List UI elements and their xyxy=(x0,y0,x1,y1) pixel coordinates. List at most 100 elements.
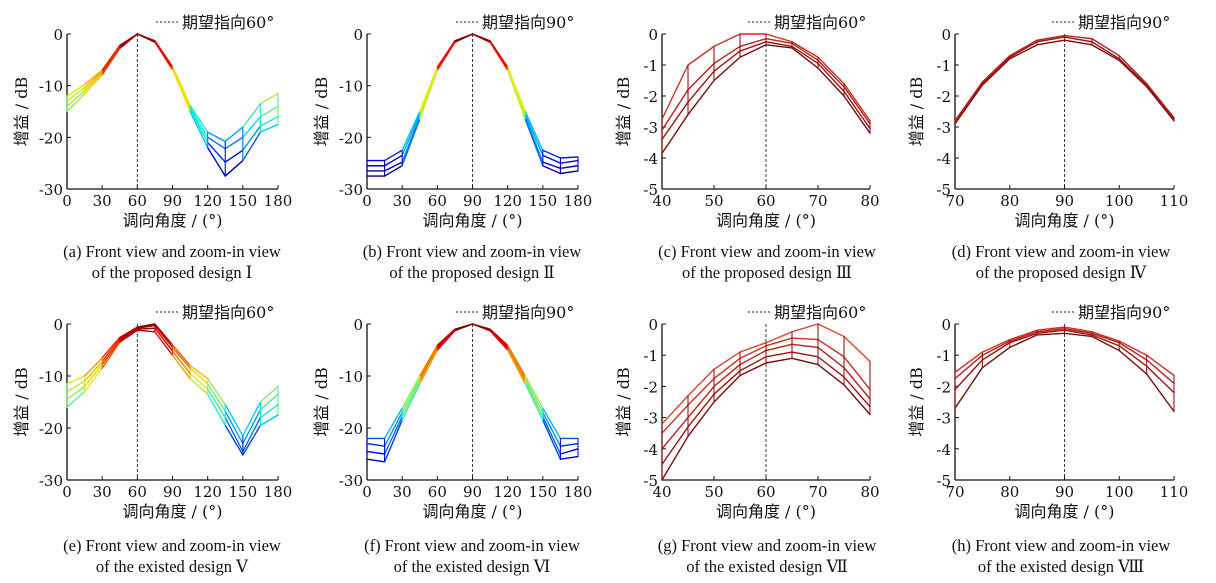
series-segment xyxy=(687,79,715,116)
series-segment xyxy=(454,33,474,42)
series-segment xyxy=(401,375,421,409)
legend-label: 期望指向60° xyxy=(182,13,274,32)
series-segment xyxy=(171,346,191,369)
series-segment xyxy=(1009,41,1038,58)
y-axis-label: 增益 / dB xyxy=(907,367,926,437)
y-tick-label: -3 xyxy=(936,119,951,137)
envelope-connectors xyxy=(954,327,1175,412)
y-tick-label: -20 xyxy=(39,129,63,147)
series-segment xyxy=(1091,334,1120,347)
series-segment xyxy=(843,335,871,363)
series-segment xyxy=(1145,84,1175,120)
x-tick-label: 110 xyxy=(1160,192,1189,210)
x-tick-label: 180 xyxy=(564,192,593,210)
x-tick-label: 60 xyxy=(128,483,147,501)
series-segment xyxy=(661,395,689,425)
x-tick-label: 0 xyxy=(62,483,72,501)
series-segment xyxy=(524,110,544,151)
series-segment xyxy=(542,165,562,175)
chart-panel-c: 40 50 60 70 80 0 -1 -2 -3 -4 -5 调向角度 / (°) 增益 / dB 期望… xyxy=(614,13,880,230)
series-segment xyxy=(506,346,526,380)
series-segment xyxy=(119,328,139,342)
series-segment xyxy=(954,354,984,380)
y-tick-label: -20 xyxy=(339,420,363,438)
series-segment xyxy=(1145,359,1175,384)
series-segment xyxy=(954,366,984,409)
series-segment xyxy=(1145,85,1175,122)
series-segment xyxy=(189,108,209,144)
legend-label: 期望指向60° xyxy=(182,303,274,322)
series-segment xyxy=(136,33,156,42)
series-5 xyxy=(661,323,871,425)
chart-panel-e: 0 30 60 90 120 150 180 0 -10 -20 -30 调向角度 / (°) 增益 /… xyxy=(12,303,292,521)
series-segment xyxy=(739,342,767,353)
series-segment xyxy=(713,370,741,395)
series-segment xyxy=(83,357,103,377)
x-tick-label: 0 xyxy=(62,192,72,210)
series-segment xyxy=(559,156,579,159)
series-segment xyxy=(506,347,526,382)
x-tick-label: 120 xyxy=(193,483,222,501)
x-axis-label: 调向角度 / (°) xyxy=(1014,502,1114,521)
series-segment xyxy=(224,410,244,445)
series-segment xyxy=(154,323,174,346)
x-tick-label: 110 xyxy=(1160,483,1189,501)
y-tick-label: -4 xyxy=(936,441,951,459)
series-segment xyxy=(66,385,86,401)
y-tick-label: -1 xyxy=(936,347,951,365)
series-segment xyxy=(559,170,579,175)
series-segment xyxy=(791,357,819,366)
x-axis-label: 调向角度 / (°) xyxy=(422,211,522,230)
series-segment xyxy=(66,83,86,97)
x-tick-label: 90 xyxy=(463,192,482,210)
series-segment xyxy=(661,435,689,481)
series-segment xyxy=(506,344,526,377)
series-4 xyxy=(366,33,579,162)
series-segment xyxy=(524,375,544,409)
x-tick-label: 80 xyxy=(860,192,879,210)
series-segment xyxy=(1091,332,1120,344)
series-segment xyxy=(1145,365,1175,394)
envelope-connectors xyxy=(366,329,579,462)
series-segment xyxy=(471,33,491,42)
x-tick-label: 100 xyxy=(1105,192,1134,210)
series-segment xyxy=(366,458,386,463)
series-segment xyxy=(1118,342,1148,361)
y-tick-label: -4 xyxy=(643,150,658,168)
caption-h: (h) Front view and zoom-in view of the e… xyxy=(911,535,1211,577)
series-segment xyxy=(765,37,793,44)
series-2 xyxy=(661,41,871,141)
series-segment xyxy=(559,455,579,460)
y-tick-label: 0 xyxy=(353,316,363,334)
series-segment xyxy=(765,33,793,43)
series-segment xyxy=(765,351,793,358)
series-segment xyxy=(1063,36,1093,43)
series-segment xyxy=(843,90,871,130)
series-segment xyxy=(981,58,1011,86)
x-tick-label: 30 xyxy=(393,483,412,501)
series-segment xyxy=(559,159,579,164)
caption-c-line1: (c) Front view and zoom-in view xyxy=(658,242,876,261)
x-tick-label: 180 xyxy=(264,483,293,501)
series-segment xyxy=(791,47,819,69)
series-segment xyxy=(817,338,845,358)
chart-panel-b: 0 30 60 90 120 150 180 0 -10 -20 -30 调向角度 / (°) 增益 /… xyxy=(312,13,592,230)
y-tick-label: -3 xyxy=(643,119,658,137)
series-segment xyxy=(713,357,741,380)
caption-e: (e) Front view and zoom-in view of the e… xyxy=(22,535,322,577)
series-segment xyxy=(401,377,421,414)
series-segment xyxy=(1118,59,1148,88)
series-segment xyxy=(83,72,103,92)
series-segment xyxy=(242,131,262,162)
series-segment xyxy=(419,66,439,113)
caption-f-line1: (f) Front view and zoom-in view xyxy=(364,536,580,555)
series-4 xyxy=(66,323,279,437)
caption-g: (g) Front view and zoom-in view of the e… xyxy=(617,535,917,577)
y-tick-label: -1 xyxy=(936,57,951,75)
series-segment xyxy=(1118,345,1148,367)
series-segment xyxy=(101,336,121,359)
y-tick-label: -1 xyxy=(643,57,658,75)
series-segment xyxy=(401,115,421,163)
y-axis-label: 增益 / dB xyxy=(12,77,31,147)
y-tick-label: -5 xyxy=(643,181,658,199)
